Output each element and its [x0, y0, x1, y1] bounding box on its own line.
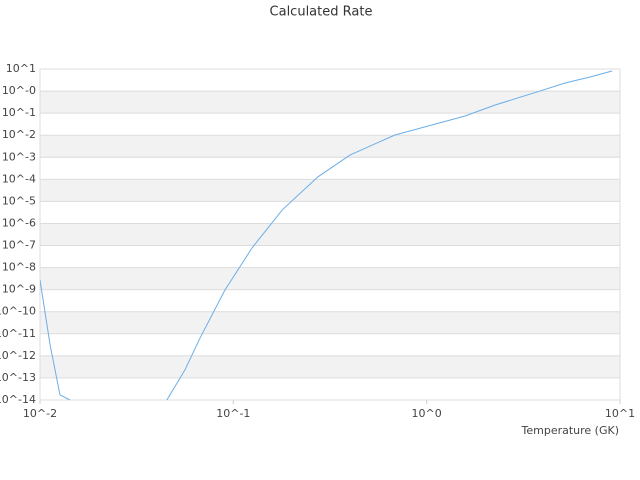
chart-title: Calculated Rate [270, 5, 373, 20]
y-tick-label: 10^-0 [2, 84, 36, 97]
y-tick-label: 10^-4 [2, 172, 36, 185]
x-tick-label: 10^0 [412, 407, 442, 420]
x-tick-label: 10^-2 [23, 407, 57, 420]
y-tick-label: 10^-3 [2, 150, 36, 163]
grid-band [40, 355, 620, 378]
y-tick-label: 10^1 [6, 62, 36, 75]
y-tick-label: 10^-13 [0, 371, 36, 384]
x-axis-label: Temperature (GK) [521, 424, 620, 437]
grid-band [40, 267, 620, 290]
grid-band [40, 311, 620, 334]
grid-band [40, 223, 620, 246]
y-tick-label: 10^-10 [0, 305, 36, 318]
y-tick-label: 10^-12 [0, 349, 36, 362]
y-tick-label: 10^-5 [2, 194, 36, 207]
bands [40, 91, 620, 378]
y-tick-label: 10^-6 [2, 216, 36, 229]
x-tick-label: 10^1 [605, 407, 635, 420]
grid-band [40, 135, 620, 158]
y-tick-label: 10^-14 [0, 393, 36, 406]
x-tick-label: 10^-1 [216, 407, 250, 420]
grid-band [40, 91, 620, 114]
y-tick-label: 10^-8 [2, 261, 36, 274]
plot-frame [39, 68, 621, 401]
y-tick-label: 10^-2 [2, 128, 36, 141]
y-tick-label: 10^-11 [0, 327, 36, 340]
grid-band [40, 179, 620, 202]
data-line [40, 70, 613, 400]
y-tick-label: 10^-9 [2, 283, 36, 296]
y-tick-label: 10^-7 [2, 239, 36, 252]
y-tick-label: 10^-1 [2, 106, 36, 119]
